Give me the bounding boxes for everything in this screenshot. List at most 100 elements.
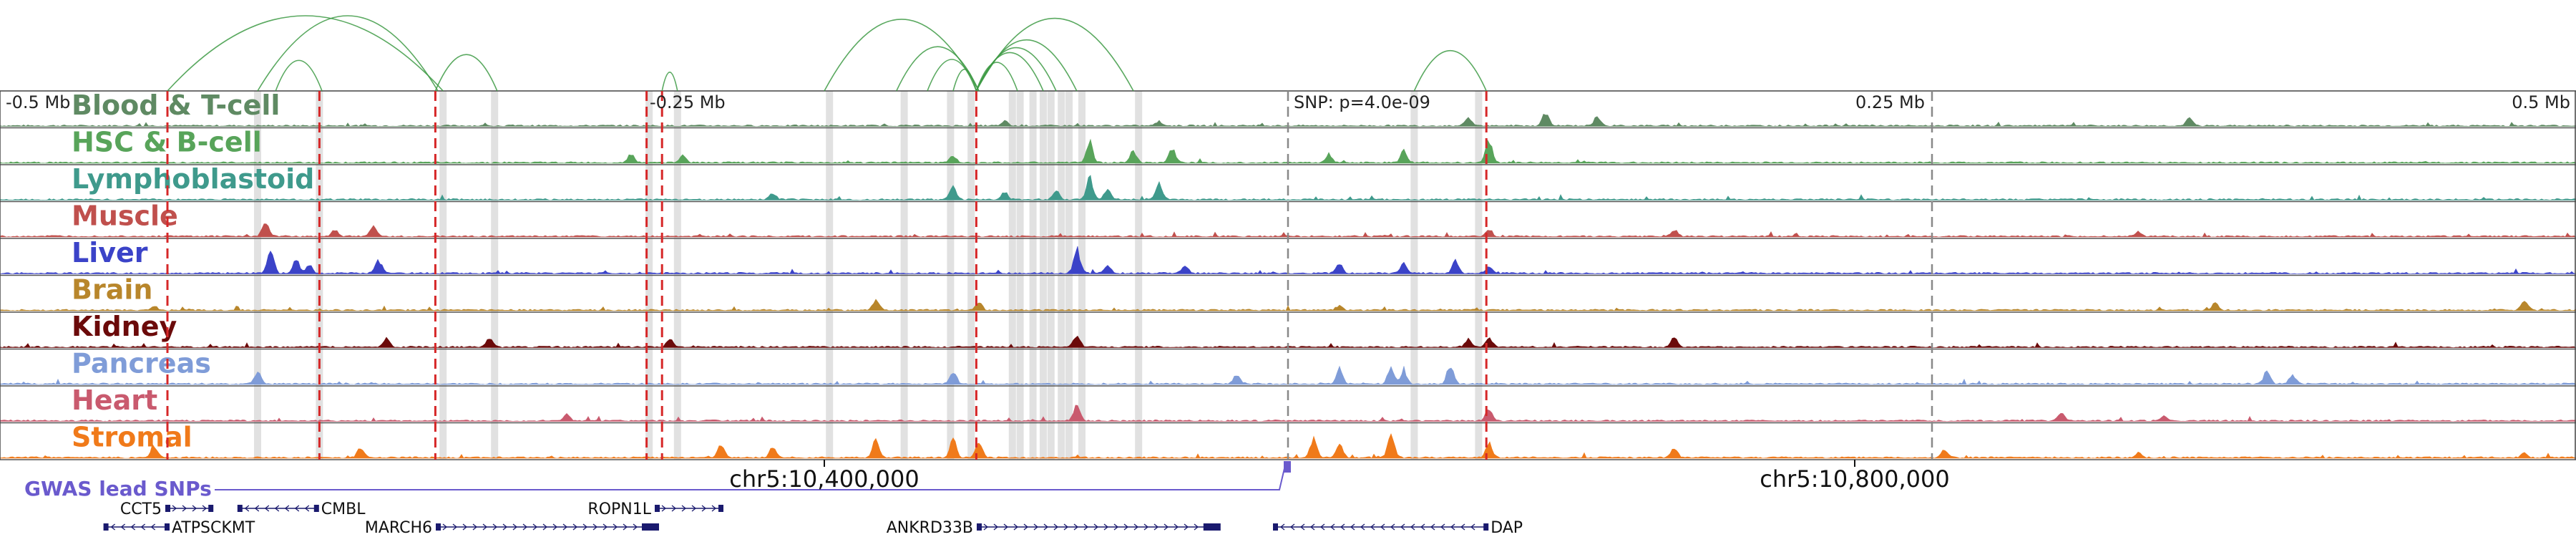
strand-chevron [294, 505, 300, 512]
strand-chevron [1184, 523, 1189, 531]
gene-dap: DAP [1273, 519, 1523, 537]
chromatin-loop-arc [257, 15, 439, 92]
strand-chevron [1163, 523, 1169, 531]
exon-block [313, 505, 319, 512]
gene-label: DAP [1491, 519, 1523, 537]
strand-chevron [1410, 523, 1415, 531]
gene-label: ATPSCKMT [172, 519, 255, 537]
chromatin-loop-arc [975, 62, 1018, 92]
strand-chevron [264, 505, 270, 512]
coordinate-label: chr5:10,400,000 [729, 465, 919, 493]
strand-chevron [671, 505, 677, 512]
chromatin-loop-arc [952, 68, 977, 92]
track: Lymphoblastoid [0, 163, 2576, 203]
strand-chevron [462, 523, 468, 531]
strand-chevron [182, 505, 187, 512]
gene-ropn1l: ROPN1L [587, 500, 723, 518]
strand-chevron [691, 505, 697, 512]
strand-chevron [1420, 523, 1425, 531]
chromatin-loop-arc [661, 72, 678, 92]
strand-chevron [1013, 523, 1019, 531]
strand-chevron [592, 523, 598, 531]
exon-block [165, 505, 170, 512]
strand-chevron [1370, 523, 1375, 531]
gene-label: ROPN1L [587, 500, 651, 518]
strand-chevron [1440, 523, 1445, 531]
gene-cmbl: CMBL [237, 500, 366, 518]
track-label: Pancreas [72, 348, 211, 379]
strand-chevron [1053, 523, 1059, 531]
strand-chevron [1043, 523, 1049, 531]
strand-chevron [993, 523, 999, 531]
x-tick-label: 0.5 Mb [2512, 92, 2570, 112]
strand-chevron [542, 523, 548, 531]
exon-block [436, 523, 441, 531]
track-label: Muscle [72, 200, 178, 232]
strand-chevron [172, 505, 177, 512]
gene-label: MARCH6 [365, 519, 432, 537]
coordinate-label: chr5:10,800,000 [1760, 465, 1949, 493]
strand-chevron [1289, 523, 1295, 531]
track-label: Stromal [72, 422, 192, 453]
exon-block [237, 505, 243, 512]
strand-chevron [1470, 523, 1475, 531]
strand-chevron [1450, 523, 1455, 531]
track-label: Blood & T-cell [72, 90, 280, 121]
strand-chevron [623, 523, 628, 531]
strand-chevron [552, 523, 558, 531]
gene-label: CMBL [321, 500, 366, 518]
strand-chevron [452, 523, 458, 531]
strand-chevron [274, 505, 280, 512]
strand-chevron [244, 505, 250, 512]
strand-chevron [1023, 523, 1029, 531]
x-tick-label: SNP: p=4.0e-09 [1294, 92, 1430, 112]
gene-march6: MARCH6 [365, 519, 659, 537]
track-label: Kidney [72, 311, 177, 342]
signal-track-path [0, 175, 2576, 200]
strand-chevron [582, 523, 588, 531]
strand-chevron [572, 523, 578, 531]
chromatin-loop-arc [1413, 50, 1487, 92]
track-label: Brain [72, 274, 152, 306]
strand-chevron [482, 523, 488, 531]
strand-chevron [130, 523, 136, 531]
strand-chevron [633, 523, 638, 531]
exon-block [1203, 523, 1221, 531]
track: Liver [0, 237, 2576, 276]
gene-atpsckmt: ATPSCKMT [103, 519, 255, 537]
chromatin-loop-arc [896, 46, 980, 92]
exon-block [642, 523, 659, 531]
gene-ankrd33b: ANKRD33B [887, 519, 1221, 537]
chromatin-loop-arc [167, 15, 444, 92]
strand-chevron [1033, 523, 1039, 531]
strand-chevron [192, 505, 197, 512]
gwas-connector-line [215, 465, 1286, 490]
strand-chevron [512, 523, 518, 531]
strand-chevron [983, 523, 989, 531]
strand-chevron [1460, 523, 1465, 531]
signal-track-path [0, 223, 2576, 238]
strand-chevron [1133, 523, 1139, 531]
strand-chevron [1113, 523, 1119, 531]
strand-chevron [1390, 523, 1395, 531]
signal-track-path [0, 246, 2576, 274]
exon-block [165, 523, 170, 531]
track: Blood & T-cell [0, 90, 2576, 129]
gene-label: ANKRD33B [887, 519, 973, 537]
strand-chevron [661, 505, 667, 512]
strand-chevron [1340, 523, 1345, 531]
strand-chevron [602, 523, 608, 531]
strand-chevron [150, 523, 156, 531]
gene-label: CCT5 [120, 500, 162, 518]
exon-block [655, 505, 660, 512]
track: Pancreas [0, 348, 2576, 387]
strand-chevron [1153, 523, 1159, 531]
strand-chevron [1299, 523, 1305, 531]
signal-track-path [0, 365, 2576, 385]
exon-block [718, 505, 723, 512]
chromatin-loop-arc [975, 47, 1057, 92]
exon-block [977, 523, 982, 531]
strand-chevron [1073, 523, 1079, 531]
strand-chevron [1319, 523, 1325, 531]
